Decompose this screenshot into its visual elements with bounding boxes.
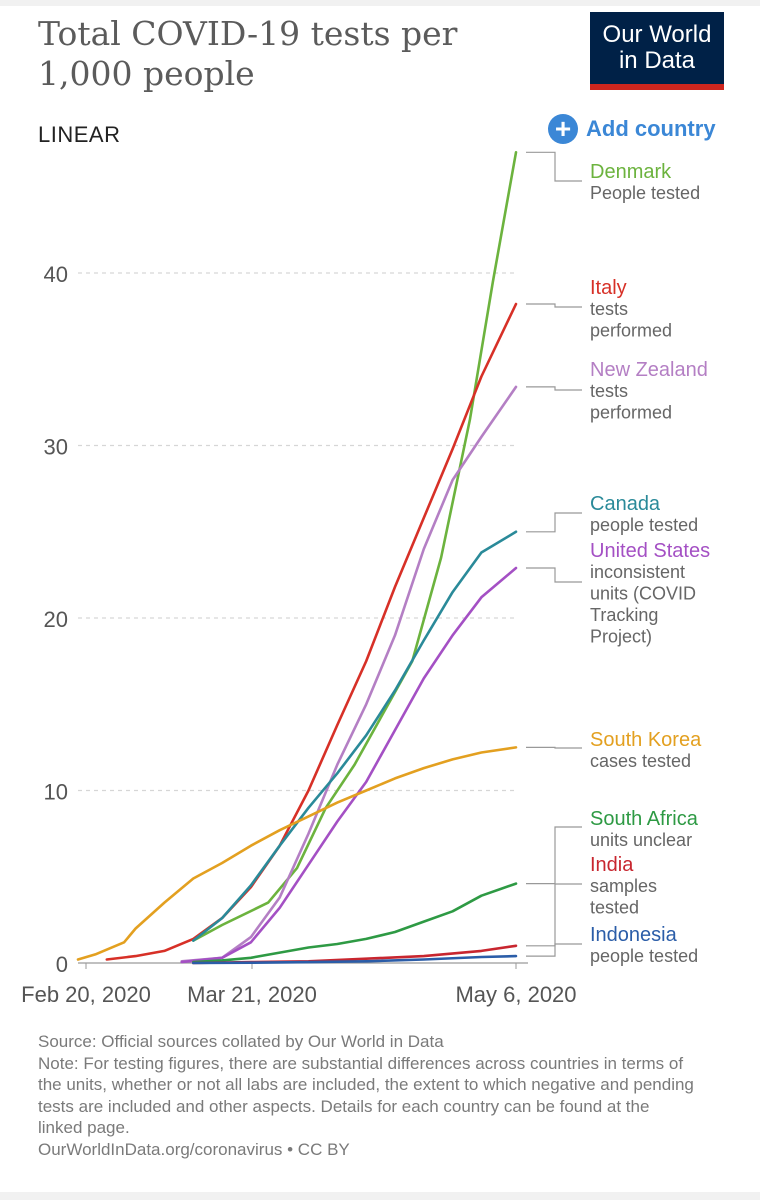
legend-connector — [526, 303, 582, 308]
legend-connector — [526, 151, 582, 182]
y-tick-label: 0 — [56, 952, 68, 977]
legend-connector — [526, 386, 582, 391]
legend-label: Italy — [590, 277, 627, 299]
series-line-new-zealand — [180, 385, 518, 963]
legend-sublabel: people tested — [590, 946, 698, 966]
scale-toggle[interactable]: LINEAR — [38, 122, 121, 147]
y-tick-label: 10 — [44, 780, 68, 805]
series-line-indonesia — [192, 954, 518, 965]
series-line-denmark — [192, 151, 518, 942]
legend-sublabel: units unclear — [590, 830, 692, 850]
y-tick-label: 20 — [44, 607, 68, 632]
plus-circle-icon: + — [548, 114, 578, 144]
y-tick-label: 30 — [44, 435, 68, 460]
x-tick-label: May 6, 2020 — [455, 982, 576, 1007]
logo-line2: in Data — [618, 47, 696, 74]
legend-sublabel: cases tested — [590, 751, 691, 771]
legend-sublabel: Tracking — [590, 605, 658, 625]
owid-link[interactable]: OurWorldInData.org/coronavirus — [38, 1139, 283, 1159]
bottom-divider — [0, 1192, 760, 1200]
legend-label: Denmark — [590, 161, 672, 183]
owid-logo[interactable]: Our World in Data — [590, 12, 724, 90]
y-tick-label: 40 — [44, 262, 68, 287]
legend-label: India — [590, 854, 634, 876]
legend-sublabel: tests — [590, 299, 628, 319]
series-line-italy — [105, 302, 518, 961]
line-chart: 0 10 20 30 40 Feb 20, 2020 Mar 21, 2020 May 6, … — [21, 151, 710, 1007]
x-tick-label: Feb 20, 2020 — [21, 982, 151, 1007]
top-divider — [0, 0, 760, 6]
series-line-united-states — [180, 566, 518, 964]
x-tick-label: Mar 21, 2020 — [187, 982, 317, 1007]
legend-sublabel: tested — [590, 898, 639, 918]
legend-label: Canada — [590, 493, 661, 515]
footer-links: OurWorldInData.org/coronavirus • CC BY — [38, 1139, 698, 1161]
legend-connector — [526, 943, 582, 957]
legend-connector — [526, 512, 582, 533]
chart-title-line1: Total COVID-19 tests per — [38, 14, 458, 53]
license-text: • CC BY — [282, 1139, 350, 1159]
legend-sublabel: performed — [590, 403, 672, 423]
legend-sublabel: samples — [590, 876, 657, 896]
legend-connector — [526, 883, 582, 947]
chart-footer: Source: Official sources collated by Our… — [38, 1031, 698, 1160]
legend-sublabel: Project) — [590, 627, 652, 647]
legend-sublabel: units (COVID — [590, 584, 696, 604]
legend-label: South Korea — [590, 729, 702, 751]
legend-label: Indonesia — [590, 924, 678, 946]
legend-connector — [526, 746, 582, 749]
legend-sublabel: tests — [590, 381, 628, 401]
legend-sublabel: people tested — [590, 515, 698, 535]
chart-title: Total COVID-19 tests per 1,000 people — [38, 14, 508, 94]
legend-sublabel: inconsistent — [590, 562, 685, 582]
note-text: Note: For testing figures, there are sub… — [38, 1053, 694, 1138]
legend-connector — [526, 567, 582, 583]
series-line-south-africa — [192, 882, 518, 964]
legend-sublabel: People tested — [590, 183, 700, 203]
series-line-south-korea — [76, 746, 518, 961]
legend-label: United States — [590, 540, 710, 562]
source-text: Source: Official sources collated by Our… — [38, 1032, 444, 1051]
legend-sublabel: performed — [590, 321, 672, 341]
legend-label: South Africa — [590, 808, 699, 830]
legend-connector — [526, 826, 582, 885]
series-line-canada — [192, 530, 518, 942]
logo-line1: Our World — [602, 21, 712, 48]
add-country-button[interactable]: + Add country — [548, 112, 716, 146]
legend-label: New Zealand — [590, 359, 708, 381]
chart-title-line2: 1,000 people — [38, 54, 255, 93]
add-country-label: Add country — [586, 116, 716, 141]
